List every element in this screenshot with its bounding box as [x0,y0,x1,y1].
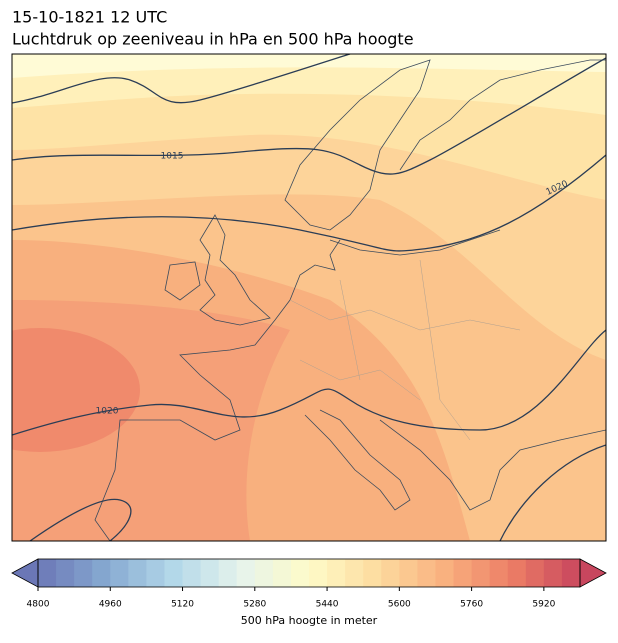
colorbar-segment [327,559,346,587]
colorbar-segment [56,559,75,587]
colorbar-segment [182,559,202,587]
colorbar-frame [37,558,581,588]
colorbar-tick-label: 5600 [388,600,411,610]
colorbar-label: 500 hPa hoogte in meter [241,614,378,627]
map [12,54,606,541]
subtitle: Luchtdruk op zeeniveau in hPa en 500 hPa… [12,30,414,49]
map-frame [11,53,607,542]
colorbar-segment [309,559,328,587]
title: 15-10-1821 12 UTC [12,8,167,27]
isobar-label: 1015 [161,152,184,162]
colorbar-segment [254,559,274,587]
colorbar-segment [561,559,581,587]
colorbar-extend-high [579,558,607,588]
colorbar-tick-label: 5120 [171,600,194,610]
colorbar-segment [363,559,382,587]
colorbar-segment [489,559,509,587]
colorbar-tick-label: 5440 [316,600,339,610]
colorbar-segment [128,559,147,587]
colorbar-extend-low [11,558,39,588]
colorbar-segment [236,559,256,587]
colorbar-tick-label: 5920 [532,600,555,610]
colorbar-segment [146,559,165,587]
colorbar: 4800 4960 5120 5280 5440 5600 5760 5920 [11,558,607,610]
colorbar-segment [74,559,93,587]
colorbar-segment [200,559,220,587]
colorbar-tick-label: 4800 [27,600,50,610]
colorbar-segment [92,559,111,587]
colorbar-segment [453,559,473,587]
colorbar-tick-label: 5760 [460,600,483,610]
colorbar-segment [435,559,455,587]
colorbar-segment [38,559,57,587]
isobar-label: 1020 [96,407,119,417]
colorbar-segment [381,559,400,587]
colorbar-segment [543,559,563,587]
colorbar-segment [507,559,527,587]
colorbar-segment [417,559,436,587]
colorbar-segment [399,559,418,587]
colorbar-segment [345,559,364,587]
colorbar-tick-label: 5280 [243,600,266,610]
colorbar-segment [272,559,292,587]
colorbar-segment [164,559,184,587]
colorbar-segment [110,559,129,587]
colorbar-segment [290,559,310,587]
colorbar-segment [525,559,545,587]
colorbar-segment [218,559,238,587]
colorbar-segment [471,559,491,587]
colorbar-tick-label: 4960 [99,600,122,610]
